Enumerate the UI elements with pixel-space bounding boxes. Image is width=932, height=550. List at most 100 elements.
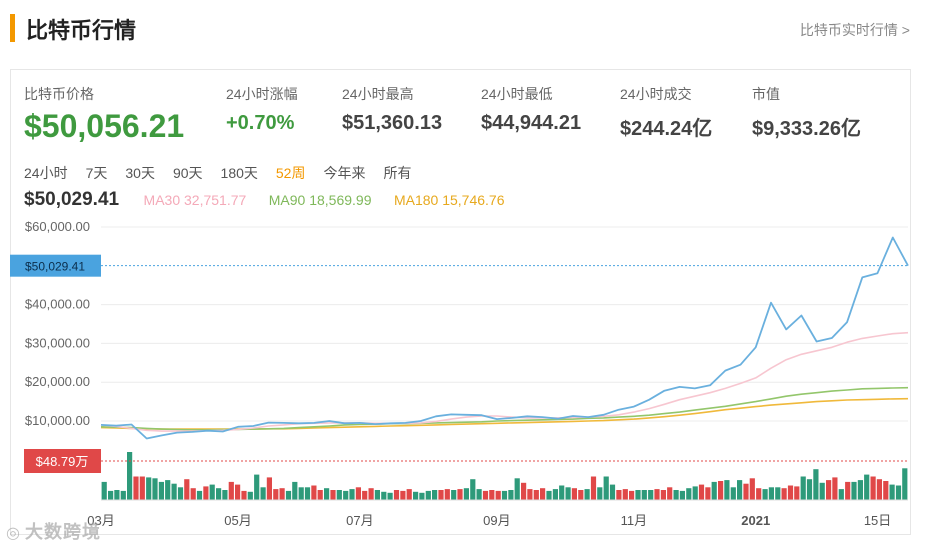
volume-bar-97 — [718, 481, 724, 500]
volume-bar-67 — [527, 489, 533, 500]
volume-bar-123 — [883, 481, 889, 500]
volume-bar-47 — [400, 490, 406, 500]
legend-price: $50,029.41 — [24, 189, 120, 210]
volume-bar-72 — [559, 485, 565, 500]
volume-bar-16 — [203, 486, 209, 500]
volume-bar-46 — [393, 490, 400, 500]
watermark-logo-icon: ◎ — [6, 525, 21, 542]
volume-bar-89 — [667, 487, 673, 500]
volume-bar-55 — [451, 490, 457, 500]
volume-bar-27 — [273, 489, 279, 500]
volume-bar-2 — [114, 490, 120, 500]
range-tab-2[interactable]: 30天 — [125, 165, 155, 181]
volume-bar-8 — [152, 478, 158, 500]
x-tick-label-0: 03月 — [87, 513, 114, 528]
volume-bar-125 — [895, 485, 902, 500]
volume-bar-115 — [832, 477, 838, 500]
volume-bar-73 — [565, 487, 571, 500]
volume-bar-98 — [724, 480, 730, 500]
volume-bar-101 — [743, 483, 749, 500]
volume-bar-77 — [590, 476, 597, 500]
chart-legend: $50,029.41 MA30 32,751.77 MA90 18,569.99… — [24, 189, 522, 213]
volume-bar-69 — [540, 488, 546, 500]
volume-bar-23 — [247, 491, 253, 500]
range-tab-7[interactable]: 所有 — [383, 165, 412, 181]
volume-marker-badge — [24, 449, 101, 473]
volume-bar-81 — [616, 490, 622, 500]
stat-volume: 24小时成交 $244.24亿 — [620, 84, 712, 141]
volume-bar-114 — [826, 480, 832, 500]
volume-bar-4 — [127, 452, 133, 500]
market-panel: 比特币价格 $50,056.21 24小时涨幅 +0.70% 24小时最高 $5… — [10, 69, 911, 535]
realtime-quote-link[interactable]: 比特币实时行情 > — [799, 22, 910, 38]
legend-ma30: MA30 32,751.77 — [143, 192, 247, 208]
title-accent-bar — [10, 14, 15, 42]
range-tab-4[interactable]: 180天 — [220, 165, 258, 181]
volume-bar-83 — [629, 490, 635, 500]
x-tick-label-3: 09月 — [483, 513, 510, 528]
volume-bar-17 — [209, 484, 215, 500]
volume-bar-87 — [654, 489, 660, 500]
stat-high-value: $51,360.13 — [342, 112, 443, 134]
volume-bar-108 — [787, 485, 794, 500]
y-tick-label-2: $30,000.00 — [25, 335, 90, 350]
volume-bar-109 — [794, 486, 800, 500]
volume-bar-22 — [241, 490, 247, 500]
range-tab-0[interactable]: 24小时 — [24, 165, 68, 181]
volume-bar-25 — [260, 487, 266, 500]
volume-bar-1 — [108, 490, 114, 500]
volume-bar-21 — [235, 484, 241, 500]
stat-low: 24小时最低 $44,944.21 — [481, 84, 581, 135]
page-title: 比特币行情 — [26, 18, 137, 43]
volume-bar-111 — [806, 479, 813, 500]
volume-bar-49 — [413, 491, 419, 500]
volume-bar-76 — [584, 489, 590, 500]
volume-bar-122 — [876, 479, 882, 500]
stat-price-label: 比特币价格 — [24, 86, 94, 102]
volume-bar-5 — [133, 476, 139, 500]
volume-bar-113 — [819, 482, 825, 500]
volume-bar-126 — [902, 468, 908, 500]
volume-bar-102 — [749, 478, 755, 500]
volume-bar-34 — [317, 490, 323, 500]
volume-bar-15 — [196, 490, 203, 500]
x-tick-label-2: 07月 — [346, 513, 373, 528]
volume-bar-96 — [711, 481, 717, 500]
stat-change: 24小时涨幅 +0.70% — [226, 84, 298, 135]
volume-bar-80 — [609, 484, 616, 500]
volume-bar-42 — [368, 488, 374, 500]
y-tick-label-4: $10,000.00 — [25, 413, 90, 428]
volume-bar-124 — [889, 484, 895, 500]
volume-bar-84 — [635, 490, 641, 500]
volume-bar-52 — [432, 490, 438, 500]
volume-bar-56 — [457, 489, 463, 500]
volume-bar-45 — [387, 492, 393, 500]
stat-low-label: 24小时最低 — [481, 86, 553, 102]
volume-bar-100 — [737, 480, 743, 500]
volume-bar-103 — [756, 488, 762, 500]
volume-bar-28 — [279, 488, 285, 500]
range-tab-3[interactable]: 90天 — [172, 165, 203, 181]
range-tab-6[interactable]: 今年来 — [323, 165, 366, 181]
volume-bar-35 — [324, 488, 330, 500]
legend-ma90: MA90 18,569.99 — [268, 192, 372, 208]
stat-low-value: $44,944.21 — [481, 112, 582, 134]
volume-bar-95 — [705, 487, 711, 500]
volume-bar-105 — [768, 487, 774, 500]
range-tab-5[interactable]: 52周 — [275, 165, 306, 181]
volume-bar-119 — [857, 480, 863, 500]
legend-ma180: MA180 15,746.76 — [393, 192, 505, 208]
volume-bar-59 — [476, 489, 482, 500]
volume-bar-110 — [800, 476, 806, 500]
volume-bar-68 — [533, 490, 539, 500]
volume-bar-24 — [254, 474, 260, 500]
volume-bar-86 — [648, 490, 654, 500]
volume-bar-14 — [190, 488, 196, 500]
volume-bar-60 — [482, 490, 489, 500]
range-tab-1[interactable]: 7天 — [85, 165, 108, 181]
volume-bar-106 — [775, 487, 781, 500]
volume-bar-0 — [101, 481, 107, 500]
volume-bar-93 — [692, 486, 698, 500]
volume-bar-62 — [495, 490, 501, 500]
